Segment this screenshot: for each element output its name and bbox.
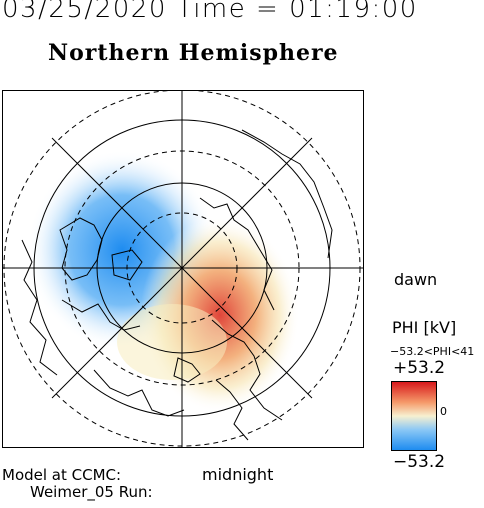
map-border	[2, 90, 364, 448]
potential-field	[27, 150, 300, 413]
hemisphere-title: Northern Hemisphere	[48, 40, 339, 66]
polar-potential-map	[2, 89, 364, 448]
run-label: Weimer_05 Run:	[30, 483, 153, 501]
legend-max-label: +53.2	[393, 358, 446, 378]
meridian-grid	[2, 90, 364, 448]
weak-positive-band	[117, 304, 227, 380]
scandinavia-coast	[215, 379, 249, 441]
canadian-archipelago	[61, 299, 141, 331]
small-island-outline	[173, 357, 201, 383]
midnight-label: midnight	[202, 465, 274, 484]
colorbar-fill	[392, 382, 436, 450]
legend-title: PHI [kV]	[392, 318, 457, 337]
meridian-diagonal-2	[51, 137, 313, 399]
polar-map-frame	[2, 89, 364, 448]
arctic-island-outline	[111, 249, 143, 281]
alaska-coast	[93, 369, 185, 417]
legend-min-label: −53.2	[393, 452, 446, 472]
europe-coast	[211, 319, 283, 421]
asia-coast	[241, 129, 333, 259]
model-label: Model at CCMC:	[2, 466, 122, 484]
legend-zero-label: 0	[440, 405, 447, 418]
dawn-label: dawn	[394, 270, 438, 289]
siberia-coast	[199, 197, 275, 311]
datetime-title: 03/25/2020 Time = 01:19:00	[2, 0, 418, 24]
legend-range-text: −53.2<PHI<41	[390, 345, 475, 358]
colorbar	[391, 381, 437, 451]
north-america-coast	[21, 239, 58, 376]
colorbar-gradient	[392, 382, 436, 450]
